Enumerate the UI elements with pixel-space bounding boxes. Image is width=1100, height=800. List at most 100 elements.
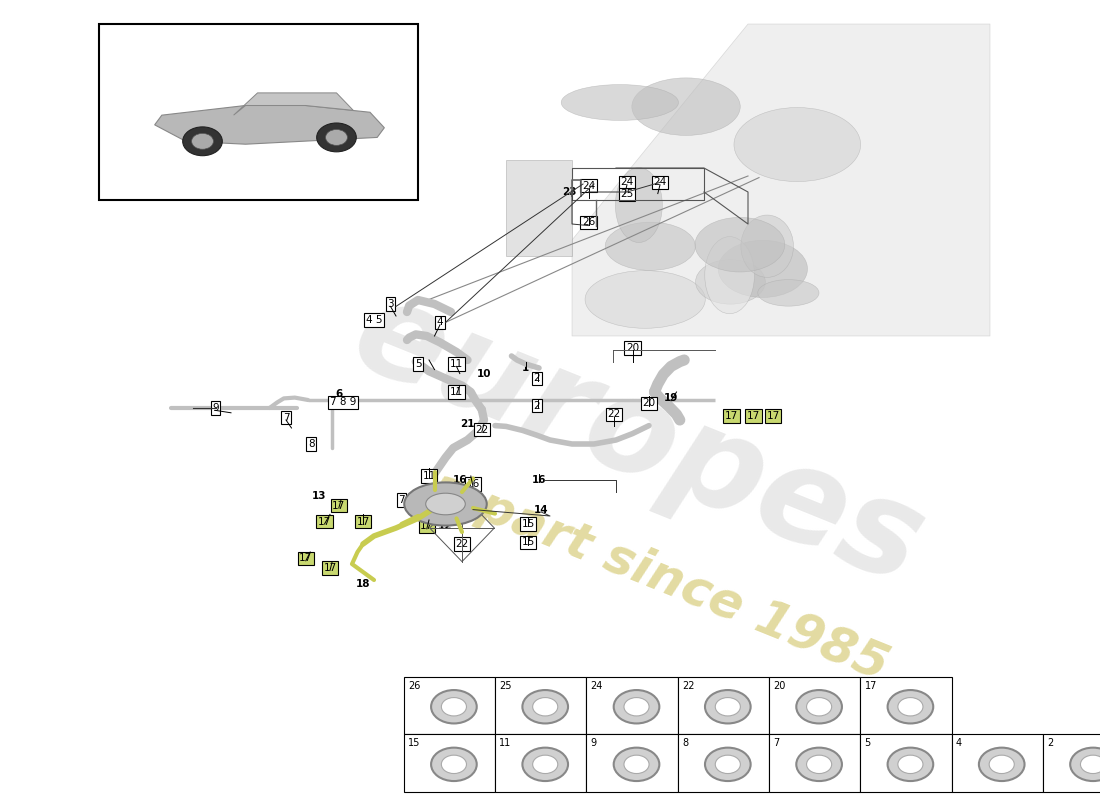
Text: 15: 15 [521,519,535,529]
Ellipse shape [898,698,923,716]
Text: 15: 15 [521,538,535,547]
Ellipse shape [1070,748,1100,781]
Text: 25: 25 [499,681,512,691]
Text: 20: 20 [773,681,785,691]
Ellipse shape [695,218,784,272]
Text: 24: 24 [582,181,595,190]
Polygon shape [233,93,353,115]
Polygon shape [155,106,384,144]
Text: 20: 20 [626,343,639,353]
Ellipse shape [695,260,766,304]
Text: 17: 17 [318,517,331,526]
Text: 1: 1 [522,363,529,373]
Text: 17: 17 [420,522,433,531]
Text: 14: 14 [534,506,549,515]
Ellipse shape [426,493,465,515]
Text: 12: 12 [438,522,453,531]
Text: 11: 11 [450,359,463,369]
Text: 26: 26 [582,218,595,227]
Text: 24: 24 [591,681,603,691]
Ellipse shape [605,222,695,270]
Ellipse shape [888,690,933,723]
Ellipse shape [715,755,740,774]
Bar [404,734,495,792]
Text: 4: 4 [956,738,962,749]
Bar [952,734,1043,792]
Text: 17: 17 [332,501,345,510]
Ellipse shape [705,237,755,314]
Ellipse shape [532,755,558,774]
Circle shape [317,123,356,152]
Text: 17: 17 [767,411,780,421]
Ellipse shape [1080,755,1100,774]
Bar [404,677,495,734]
Text: 2: 2 [1047,738,1054,749]
Text: 17: 17 [299,554,312,563]
Text: 6: 6 [336,389,342,398]
Bar [495,677,586,734]
Text: 17: 17 [865,681,877,691]
Bar [678,734,769,792]
Ellipse shape [631,78,740,135]
Text: 7 8 9: 7 8 9 [330,398,356,407]
Text: 2: 2 [534,374,540,383]
Ellipse shape [888,748,933,781]
Bar [860,734,952,792]
Text: 18: 18 [355,579,371,589]
Bar [769,734,860,792]
Text: 15: 15 [408,738,420,749]
Text: 22: 22 [475,425,488,434]
Text: 22: 22 [682,681,694,691]
Text: 7: 7 [283,413,289,422]
Ellipse shape [806,755,832,774]
Text: 10: 10 [476,370,492,379]
Polygon shape [506,160,572,256]
Text: 17: 17 [725,411,738,421]
Ellipse shape [741,215,793,278]
Text: 17: 17 [356,517,370,526]
Ellipse shape [585,270,705,328]
Bar [495,734,586,792]
Ellipse shape [898,755,923,774]
Bar [586,734,678,792]
Ellipse shape [796,748,842,781]
Text: 4 5: 4 5 [365,315,383,325]
Text: 11: 11 [422,471,436,481]
Text: 8: 8 [682,738,689,749]
Text: 22: 22 [455,539,469,549]
Text: 3: 3 [387,299,394,309]
Circle shape [183,127,222,156]
Text: 9: 9 [591,738,597,749]
Text: 16: 16 [466,479,480,489]
Ellipse shape [989,755,1014,774]
Bar [99,24,418,200]
Text: 8: 8 [308,439,315,449]
Text: a part since 1985: a part since 1985 [425,462,895,690]
Ellipse shape [441,698,466,716]
Ellipse shape [431,690,476,723]
Circle shape [191,134,213,150]
Text: 5: 5 [865,738,871,749]
Text: 5: 5 [415,359,421,369]
Text: 7: 7 [773,738,780,749]
Ellipse shape [734,107,860,182]
Text: 17: 17 [323,563,337,573]
Text: 17: 17 [747,411,760,421]
Ellipse shape [758,280,820,306]
Ellipse shape [705,748,750,781]
Text: 11: 11 [450,387,463,397]
Ellipse shape [405,482,487,526]
Ellipse shape [522,748,568,781]
Text: 16: 16 [452,475,468,485]
Text: 24: 24 [653,178,667,187]
Ellipse shape [441,755,466,774]
Ellipse shape [806,698,832,716]
Circle shape [326,130,348,146]
Text: 16: 16 [531,475,547,485]
Ellipse shape [796,690,842,723]
Ellipse shape [522,690,568,723]
Text: 22: 22 [607,410,620,419]
Polygon shape [572,24,990,336]
Ellipse shape [624,698,649,716]
Text: 11: 11 [499,738,512,749]
